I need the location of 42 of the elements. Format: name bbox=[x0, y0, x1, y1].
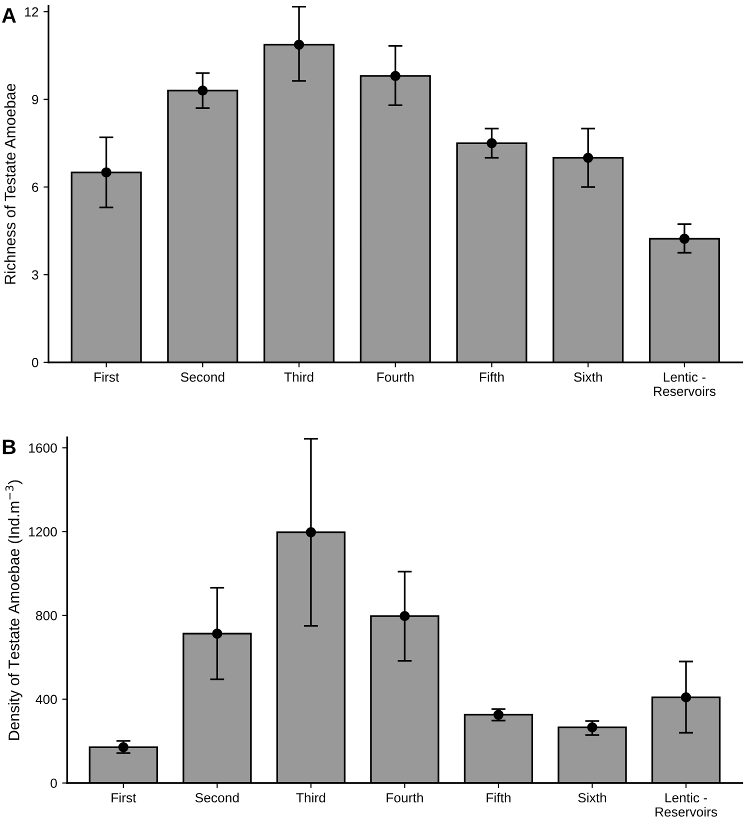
point bbox=[101, 167, 112, 178]
point bbox=[583, 152, 594, 163]
x-tick-label: First bbox=[94, 372, 120, 382]
point bbox=[198, 85, 208, 96]
y-axis-title: Richness of Testate Amoebae bbox=[4, 84, 16, 284]
y-tick-label: 9 bbox=[32, 94, 38, 104]
point bbox=[493, 710, 504, 720]
x-tick-label: Lentic - Reservoirs bbox=[654, 372, 716, 396]
x-tick-label: Fourth bbox=[377, 372, 414, 382]
y-tick-label: 0 bbox=[50, 778, 57, 788]
y-tick-label: 3 bbox=[32, 270, 38, 280]
x-tick-label: Sixth bbox=[574, 372, 602, 382]
point bbox=[400, 610, 410, 622]
y-tick-label: 0 bbox=[32, 358, 38, 368]
point bbox=[118, 742, 128, 752]
text: B bbox=[2, 440, 16, 454]
y-tick-label: 1600 bbox=[29, 443, 57, 453]
x-tick-label: Second bbox=[195, 792, 239, 802]
y-tick-label: 1200 bbox=[29, 527, 57, 537]
point bbox=[486, 138, 497, 148]
y-tick-label: 6 bbox=[32, 182, 38, 192]
point bbox=[294, 40, 304, 50]
point bbox=[680, 692, 692, 702]
point bbox=[306, 527, 316, 538]
x-tick-label: Third bbox=[284, 372, 314, 382]
x-tick-label: First bbox=[112, 792, 136, 802]
x-tick-label: Fifth bbox=[486, 792, 510, 802]
y-axis-title: Density of Testate Amoebae (Ind.m$^{−3}$) bbox=[5, 480, 22, 740]
x-tick-label: Fourth bbox=[386, 792, 423, 802]
x-tick-label: Fifth bbox=[480, 372, 504, 382]
x-tick-label: Lentic - Reservoirs bbox=[656, 792, 718, 817]
y-tick-label: 400 bbox=[36, 694, 57, 704]
x-tick-label: Second bbox=[180, 372, 224, 382]
point bbox=[212, 628, 222, 639]
point bbox=[390, 70, 400, 82]
y-tick-label: 12 bbox=[25, 7, 38, 16]
text: A bbox=[2, 8, 16, 23]
x-tick-label: Sixth bbox=[578, 792, 606, 802]
y-tick-label: 800 bbox=[36, 610, 57, 620]
point bbox=[587, 722, 598, 732]
x-tick-label: Third bbox=[296, 792, 326, 802]
point bbox=[679, 234, 690, 244]
